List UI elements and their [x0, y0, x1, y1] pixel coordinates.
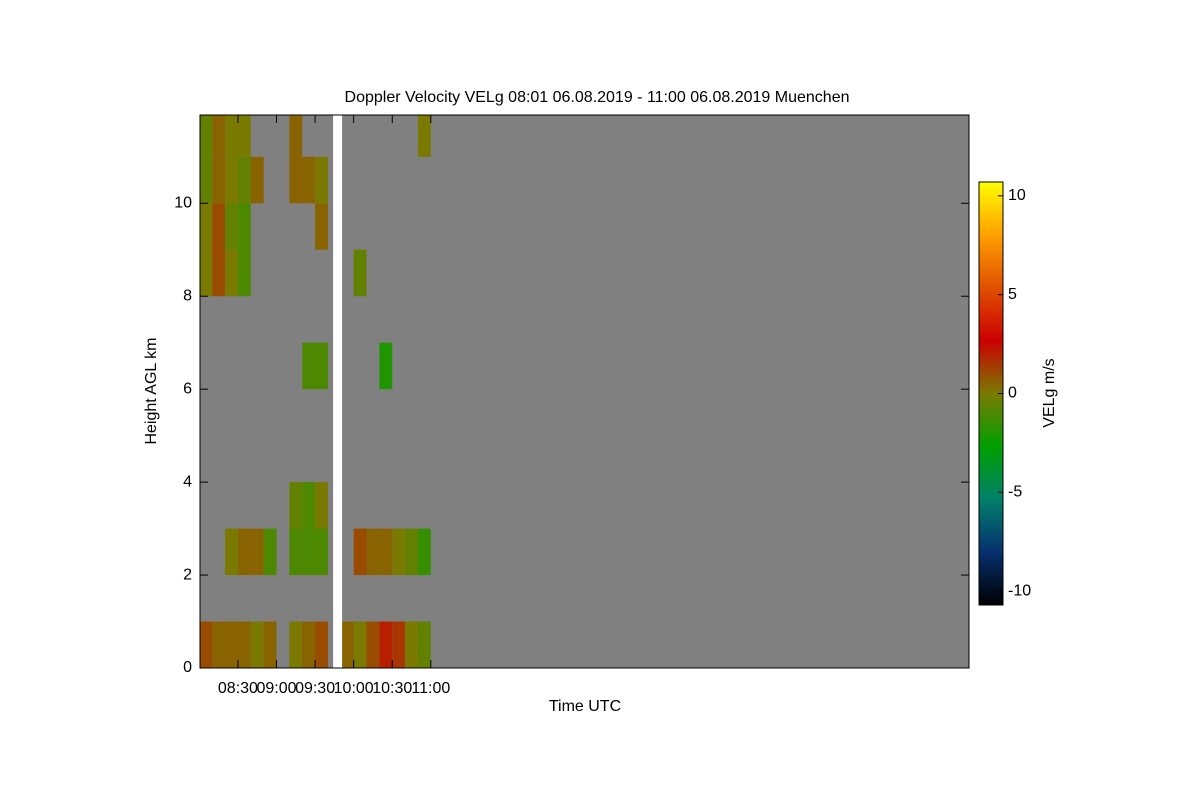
heatmap-cell — [289, 621, 303, 668]
heatmap-cell — [237, 621, 251, 668]
heatmap-cell — [200, 249, 213, 297]
colorbar-tick-label: 5 — [1008, 286, 1017, 303]
heatmap-cell — [417, 528, 431, 576]
heatmap-cell — [315, 203, 328, 250]
plot-background — [200, 115, 969, 668]
x-tick-label: 08:30 — [218, 680, 258, 697]
heatmap-cell — [366, 528, 380, 576]
heatmap-cell — [200, 203, 213, 250]
colorbar-tick-label: -5 — [1008, 484, 1022, 501]
heatmap-cell — [302, 156, 316, 204]
x-tick-label: 10:30 — [372, 680, 412, 697]
x-axis-label: Time UTC — [549, 698, 621, 715]
heatmap-cell — [353, 528, 367, 576]
x-tick-label: 11:00 — [411, 680, 450, 697]
heatmap-cell — [212, 115, 226, 157]
y-tick-label: 2 — [183, 566, 192, 583]
x-tick-label: 09:00 — [256, 680, 296, 697]
y-axis-label: Height AGL km — [143, 337, 160, 444]
heatmap-cell — [353, 621, 367, 668]
y-tick-label: 0 — [183, 659, 192, 676]
heatmap-cell — [212, 203, 226, 250]
x-tick-label: 10:00 — [334, 680, 374, 697]
plot-area — [200, 115, 969, 668]
y-tick-label: 4 — [183, 473, 192, 490]
heatmap-cell — [237, 115, 251, 157]
heatmap-cell — [289, 482, 303, 529]
heatmap-cell — [225, 528, 238, 576]
heatmap-cell — [302, 482, 316, 529]
heatmap-cell — [379, 528, 393, 576]
heatmap-cell — [263, 621, 277, 668]
y-tick-label: 10 — [174, 195, 192, 212]
heatmap-cell — [250, 621, 264, 668]
heatmap-cell — [237, 203, 251, 250]
heatmap-cell — [417, 115, 431, 157]
heatmap-cell — [302, 342, 316, 390]
chart-title: Doppler Velocity VELg 08:01 06.08.2019 -… — [345, 89, 850, 106]
heatmap-cell — [237, 156, 251, 204]
heatmap-cell — [212, 249, 226, 297]
heatmap-cell — [379, 342, 393, 390]
colorbar-tick-label: 10 — [1008, 187, 1026, 204]
heatmap-cell — [315, 156, 328, 204]
colorbar — [978, 181, 1004, 606]
heatmap-cell — [250, 156, 264, 204]
heatmap-cell — [289, 156, 303, 204]
heatmap-cell — [250, 528, 264, 576]
heatmap-cell — [200, 621, 213, 668]
plot-frame — [199, 114, 970, 669]
heatmap-cell — [405, 528, 418, 576]
heatmap-cell — [212, 621, 226, 668]
data-gap — [333, 115, 343, 668]
heatmap-cell — [405, 621, 418, 668]
heatmap-cell — [225, 156, 238, 204]
y-tick-label: 8 — [183, 287, 192, 304]
colorbar-tick-label: -10 — [1008, 582, 1031, 599]
x-tick-label: 09:30 — [295, 680, 335, 697]
heatmap-cell — [379, 621, 393, 668]
heatmap-cell — [315, 342, 328, 390]
heatmap-cell — [392, 528, 406, 576]
heatmap-cell — [315, 621, 328, 668]
heatmap-cell — [353, 249, 367, 297]
heatmap-cell — [225, 249, 238, 297]
heatmap-cell — [263, 528, 277, 576]
heatmap-cell — [302, 528, 316, 576]
heatmap-cell — [289, 115, 303, 157]
heatmap-cell — [315, 528, 328, 576]
y-tick-label: 6 — [183, 380, 192, 397]
heatmap-cell — [200, 156, 213, 204]
heatmap-cell — [212, 156, 226, 204]
heatmap-cell — [366, 621, 380, 668]
heatmap-cell — [417, 621, 431, 668]
heatmap-cell — [237, 528, 251, 576]
colorbar-tick-label: 0 — [1008, 385, 1017, 402]
heatmap-cell — [200, 115, 213, 157]
heatmap-cell — [340, 621, 354, 668]
heatmap-cell — [237, 249, 251, 297]
heatmap-cell — [392, 621, 406, 668]
heatmap-cell — [289, 528, 303, 576]
heatmap-cell — [225, 621, 238, 668]
colorbar-label: VELg m/s — [1041, 358, 1058, 427]
heatmap-cell — [315, 482, 328, 529]
heatmap-cell — [225, 115, 238, 157]
heatmap-cell — [225, 203, 238, 250]
heatmap-cell — [302, 621, 316, 668]
